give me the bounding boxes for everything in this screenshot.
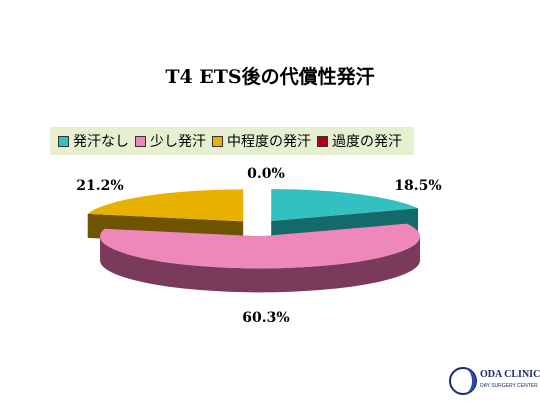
legend-item-excessive: 過度の発汗 [317, 131, 402, 151]
pie-labels: 18.5% 60.3% 21.2% 0.0% [76, 166, 441, 326]
legend-label-none: 発汗なし [73, 134, 129, 150]
data-label-none: 18.5% [394, 178, 441, 194]
clinic-logo: ODA CLINIC DAY SURGERY CENTER [446, 363, 540, 399]
pie-slice-top-slight [100, 223, 421, 269]
legend-item-slight: 少し発汗 [135, 131, 206, 151]
legend-label-slight: 少し発汗 [150, 134, 206, 150]
clinic-logo-icon [449, 367, 477, 395]
legend-swatch-none [58, 135, 69, 147]
pie-slice-slight [100, 223, 421, 293]
legend-swatch-moderate [212, 135, 223, 147]
chart-legend: 発汗なし 少し発汗 中程度の発汗 過度の発汗 [50, 127, 414, 155]
pie-slices [87, 188, 421, 293]
data-label-moderate: 21.2% [76, 178, 123, 194]
legend-swatch-excessive [317, 135, 328, 147]
pie-slice-side-slight [100, 236, 421, 293]
clinic-logo-name: ODA CLINIC [480, 369, 540, 380]
data-label-excessive: 0.0% [247, 166, 285, 182]
pie-slice-top-none [271, 188, 419, 221]
legend-swatch-slight [135, 135, 146, 147]
clinic-logo-subtitle: DAY SURGERY CENTER [480, 383, 538, 389]
chart-title: T4 ETS後の代償性発汗 [165, 66, 375, 88]
legend-item-moderate: 中程度の発汗 [212, 131, 311, 151]
legend-item-none: 発汗なし [58, 131, 129, 151]
pie-slice-top-moderate [87, 189, 244, 222]
legend-label-excessive: 過度の発汗 [332, 134, 402, 150]
data-label-slight: 60.3% [242, 310, 289, 326]
legend-label-moderate: 中程度の発汗 [227, 134, 311, 150]
